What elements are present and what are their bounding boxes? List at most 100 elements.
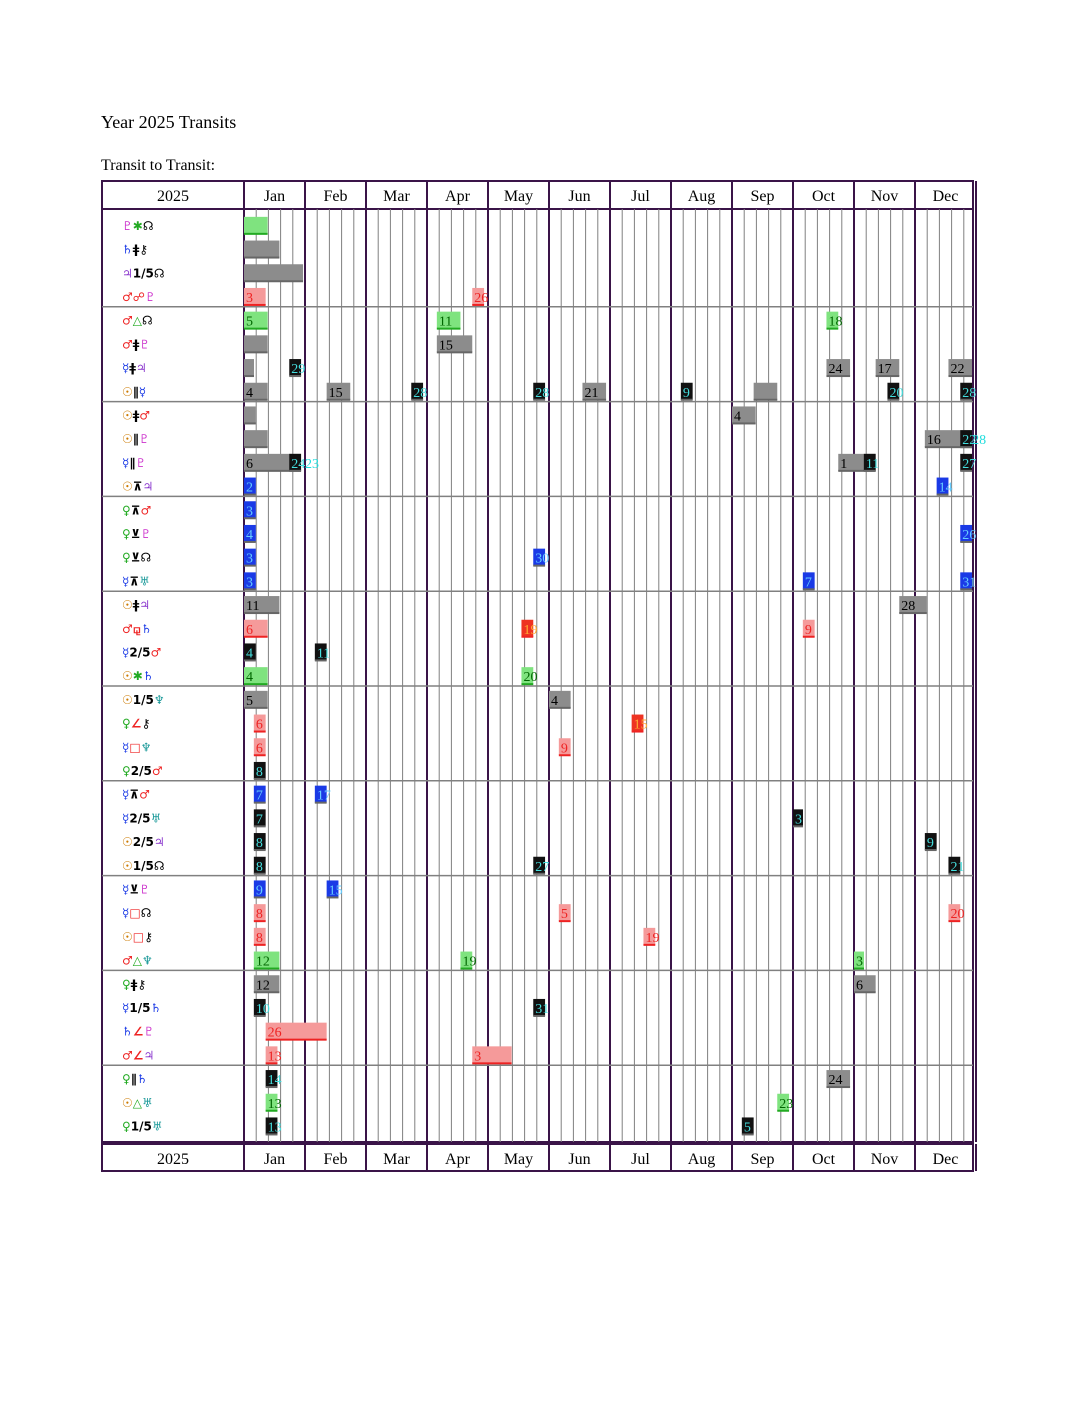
transit-bar-edge [244, 612, 280, 615]
transit-date-label: 28 [962, 386, 976, 401]
planet-1-icon: ♂ [122, 290, 133, 304]
transit-bar [289, 359, 302, 377]
aspect-icon: 2/5 [131, 764, 152, 778]
transit-bar-edge [244, 635, 268, 638]
transit-bar-edge [838, 469, 876, 472]
aspect-icon: ⚼ [133, 622, 141, 636]
header-box [101, 180, 974, 210]
transit-bar [887, 382, 900, 400]
footer-box [101, 1143, 974, 1172]
aspect-label: ♄∠♇ [122, 1025, 154, 1039]
aspect-icon: ǂ [129, 361, 136, 375]
transit-bar [314, 785, 327, 803]
aspect-label: ☉△♅ [122, 1096, 153, 1110]
transit-bar-edge [948, 872, 961, 875]
planet-2-icon: ♃ [143, 480, 154, 494]
aspect-icon: ǂ [133, 598, 140, 612]
transit-date-label: 10 [256, 1002, 270, 1017]
transit-date-label: 18 [828, 315, 842, 330]
transit-bar [924, 430, 972, 448]
aspect-icon: ∥ [133, 432, 139, 446]
aspect-label: ♀∥♄ [122, 1072, 148, 1086]
transit-date-label: 14 [939, 481, 953, 496]
transit-date-label: 23 [779, 1097, 793, 1112]
transit-bar [521, 667, 534, 685]
transit-bar [244, 619, 268, 637]
transit-bar-edge [558, 920, 571, 923]
transit-bar-edge [960, 446, 972, 449]
planet-1-icon: ☉ [122, 480, 133, 494]
planet-1-icon: ☉ [122, 930, 133, 944]
transit-bar [533, 382, 546, 400]
transit-bar [875, 359, 900, 377]
planet-2-icon: ♇ [145, 290, 156, 304]
transit-date-label: 4 [734, 409, 741, 424]
aspect-label: ☿⊻♇ [122, 882, 150, 896]
transit-bar-edge [558, 754, 571, 757]
planet-1-icon: ☿ [122, 361, 129, 375]
transit-date-label: 24 [291, 457, 305, 472]
footer-year-label: 2025 [157, 1151, 189, 1168]
transit-bar-edge [777, 1109, 790, 1112]
transit-date-label: 20 [523, 670, 537, 685]
transit-date-label: 13 [268, 1049, 282, 1064]
planet-2-icon: ♃ [154, 835, 165, 849]
aspect-label: ☿□☊ [122, 906, 151, 920]
header-month-nov: Nov [871, 188, 899, 205]
aspect-label: ♃1/5☊ [122, 266, 165, 280]
aspect-icon: 1/5 [133, 266, 154, 280]
transit-bar-edge [253, 825, 266, 828]
aspect-icon: ∠ [133, 1048, 144, 1062]
planet-1-icon: ♀ [122, 717, 131, 731]
planet-1-icon: ☿ [122, 882, 129, 896]
aspect-icon: 2/5 [129, 645, 150, 659]
planet-2-icon: ♂ [141, 503, 152, 517]
transit-date-label: 9 [927, 836, 934, 851]
transit-bar-edge [802, 635, 815, 638]
planet-1-icon: ☿ [122, 456, 129, 470]
aspect-label: ♂⚼♄ [122, 622, 152, 636]
planet-2-icon: ♆ [141, 740, 152, 754]
transit-date-label: 5 [246, 694, 253, 709]
transit-bar [960, 453, 972, 471]
transit-bar [244, 572, 256, 590]
transit-bar-edge [793, 825, 803, 828]
transit-bar [472, 287, 485, 305]
transit-bar-edge [253, 896, 266, 899]
transit-bar [265, 1117, 278, 1135]
transit-bar-edge [472, 1062, 512, 1065]
transit-bar [244, 264, 304, 282]
planet-1-icon: ☉ [122, 835, 133, 849]
transit-bar [253, 880, 266, 898]
planet-2-icon: ☊ [154, 859, 165, 873]
aspect-label: ♂△♆ [122, 954, 153, 968]
transit-date-label: 11 [866, 457, 879, 472]
transit-bar [753, 382, 778, 400]
transit-bar-edge [533, 398, 546, 401]
aspect-label: ☉∥♇ [122, 432, 150, 446]
planet-1-icon: ☉ [122, 385, 133, 399]
transit-date-label: 5 [744, 1120, 751, 1135]
transit-date-label: 26 [474, 291, 488, 306]
transit-bar-edge [314, 801, 327, 804]
footer-month-jul: Jul [631, 1151, 650, 1168]
transit-date-label: 29 [291, 362, 305, 377]
aspect-icon: ∠ [133, 1025, 144, 1039]
transit-date-label: 28 [413, 386, 427, 401]
transit-bar-edge [631, 730, 644, 733]
transit-bar-edge [643, 943, 656, 946]
transit-bar-edge [460, 967, 473, 970]
transit-date-label: 17 [317, 789, 331, 804]
transit-bar-edge [253, 849, 266, 852]
transit-bar [680, 382, 693, 400]
transit-bar-edge [265, 1109, 278, 1112]
planet-1-icon: ☿ [122, 1001, 129, 1015]
transit-bar [326, 382, 351, 400]
transit-bar [960, 430, 972, 448]
header-month-aug: Aug [688, 188, 716, 205]
transit-date-label: 11 [317, 646, 330, 661]
transit-bar [472, 1046, 512, 1064]
transit-bar [436, 335, 473, 353]
transit-bar [253, 998, 266, 1016]
